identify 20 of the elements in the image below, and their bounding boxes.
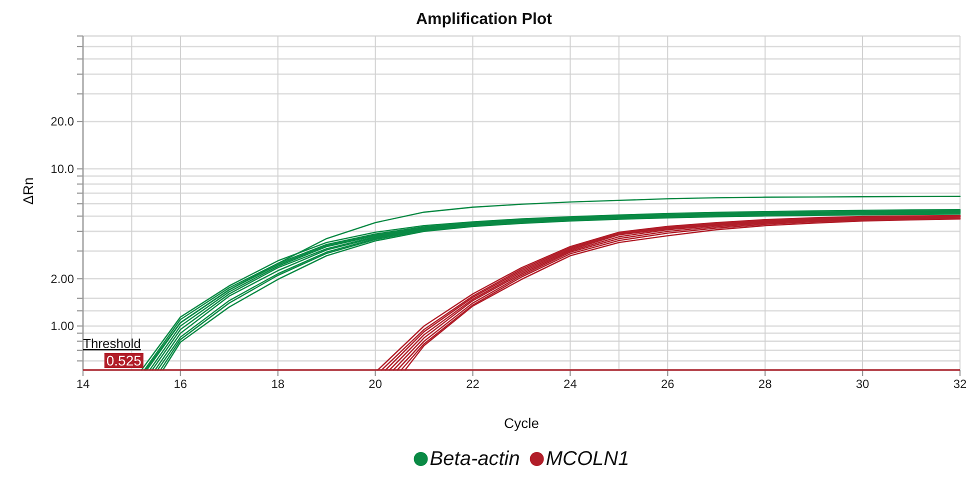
x-tick-label: 16 xyxy=(174,377,188,391)
x-tick-label: 20 xyxy=(368,377,382,391)
legend-label: MCOLN1 xyxy=(546,448,630,470)
y-tick-label: 2.00 xyxy=(50,272,74,286)
x-tick-label: 30 xyxy=(856,377,870,391)
y-tick-label: 1.00 xyxy=(50,319,74,334)
x-axis-title: Cycle xyxy=(504,415,540,431)
y-tick-label: 10.0 xyxy=(50,162,74,176)
legend-label: Beta-actin xyxy=(430,448,520,470)
x-tick-label: 24 xyxy=(564,377,578,391)
y-axis-title: ΔRn xyxy=(20,177,36,205)
chart-title: Amplification Plot xyxy=(416,11,553,28)
x-tick-label: 22 xyxy=(466,377,480,391)
x-tick-label: 32 xyxy=(953,377,967,391)
x-tick-label: 18 xyxy=(271,377,285,391)
x-tick-label: 28 xyxy=(758,377,772,391)
x-tick-label: 14 xyxy=(76,377,90,391)
y-tick-label: 20.0 xyxy=(50,114,74,129)
x-tick-label: 26 xyxy=(660,377,675,391)
ref-line-label: Threshold xyxy=(83,336,141,351)
